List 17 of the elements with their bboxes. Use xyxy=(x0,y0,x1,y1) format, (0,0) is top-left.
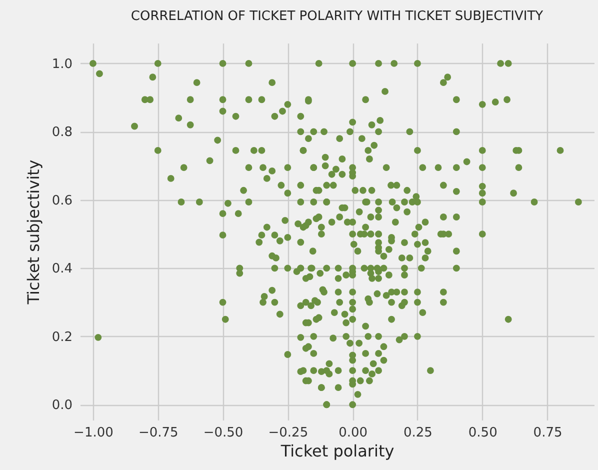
x-tick-label: −0.75 xyxy=(138,426,178,440)
y-tick-label: 0.6 xyxy=(52,193,72,208)
x-tick-label: −1.00 xyxy=(74,426,114,440)
x-tick-label: 0.75 xyxy=(533,426,562,440)
x-tick-label: 0.25 xyxy=(404,426,432,440)
x-axis-title: Ticket polarity xyxy=(280,442,394,460)
y-tick-label: 0.0 xyxy=(52,398,72,414)
y-tick-label: 0.2 xyxy=(52,330,72,345)
chart-title: CORRELATION OF TICKET POLARITY WITH TICKET SUBJECTIVITY xyxy=(130,9,544,24)
x-tick-label: 0.50 xyxy=(468,426,498,440)
y-axis-title: Ticket subjectivity xyxy=(24,160,43,306)
y-tick-label: 1.0 xyxy=(52,56,72,72)
x-tick-label: −0.50 xyxy=(203,426,244,440)
x-tick-label: 0.00 xyxy=(338,426,368,440)
y-tick-label: 0.4 xyxy=(52,262,72,277)
x-tick-label: −0.25 xyxy=(268,426,308,440)
y-tick-label: 0.8 xyxy=(52,125,72,140)
